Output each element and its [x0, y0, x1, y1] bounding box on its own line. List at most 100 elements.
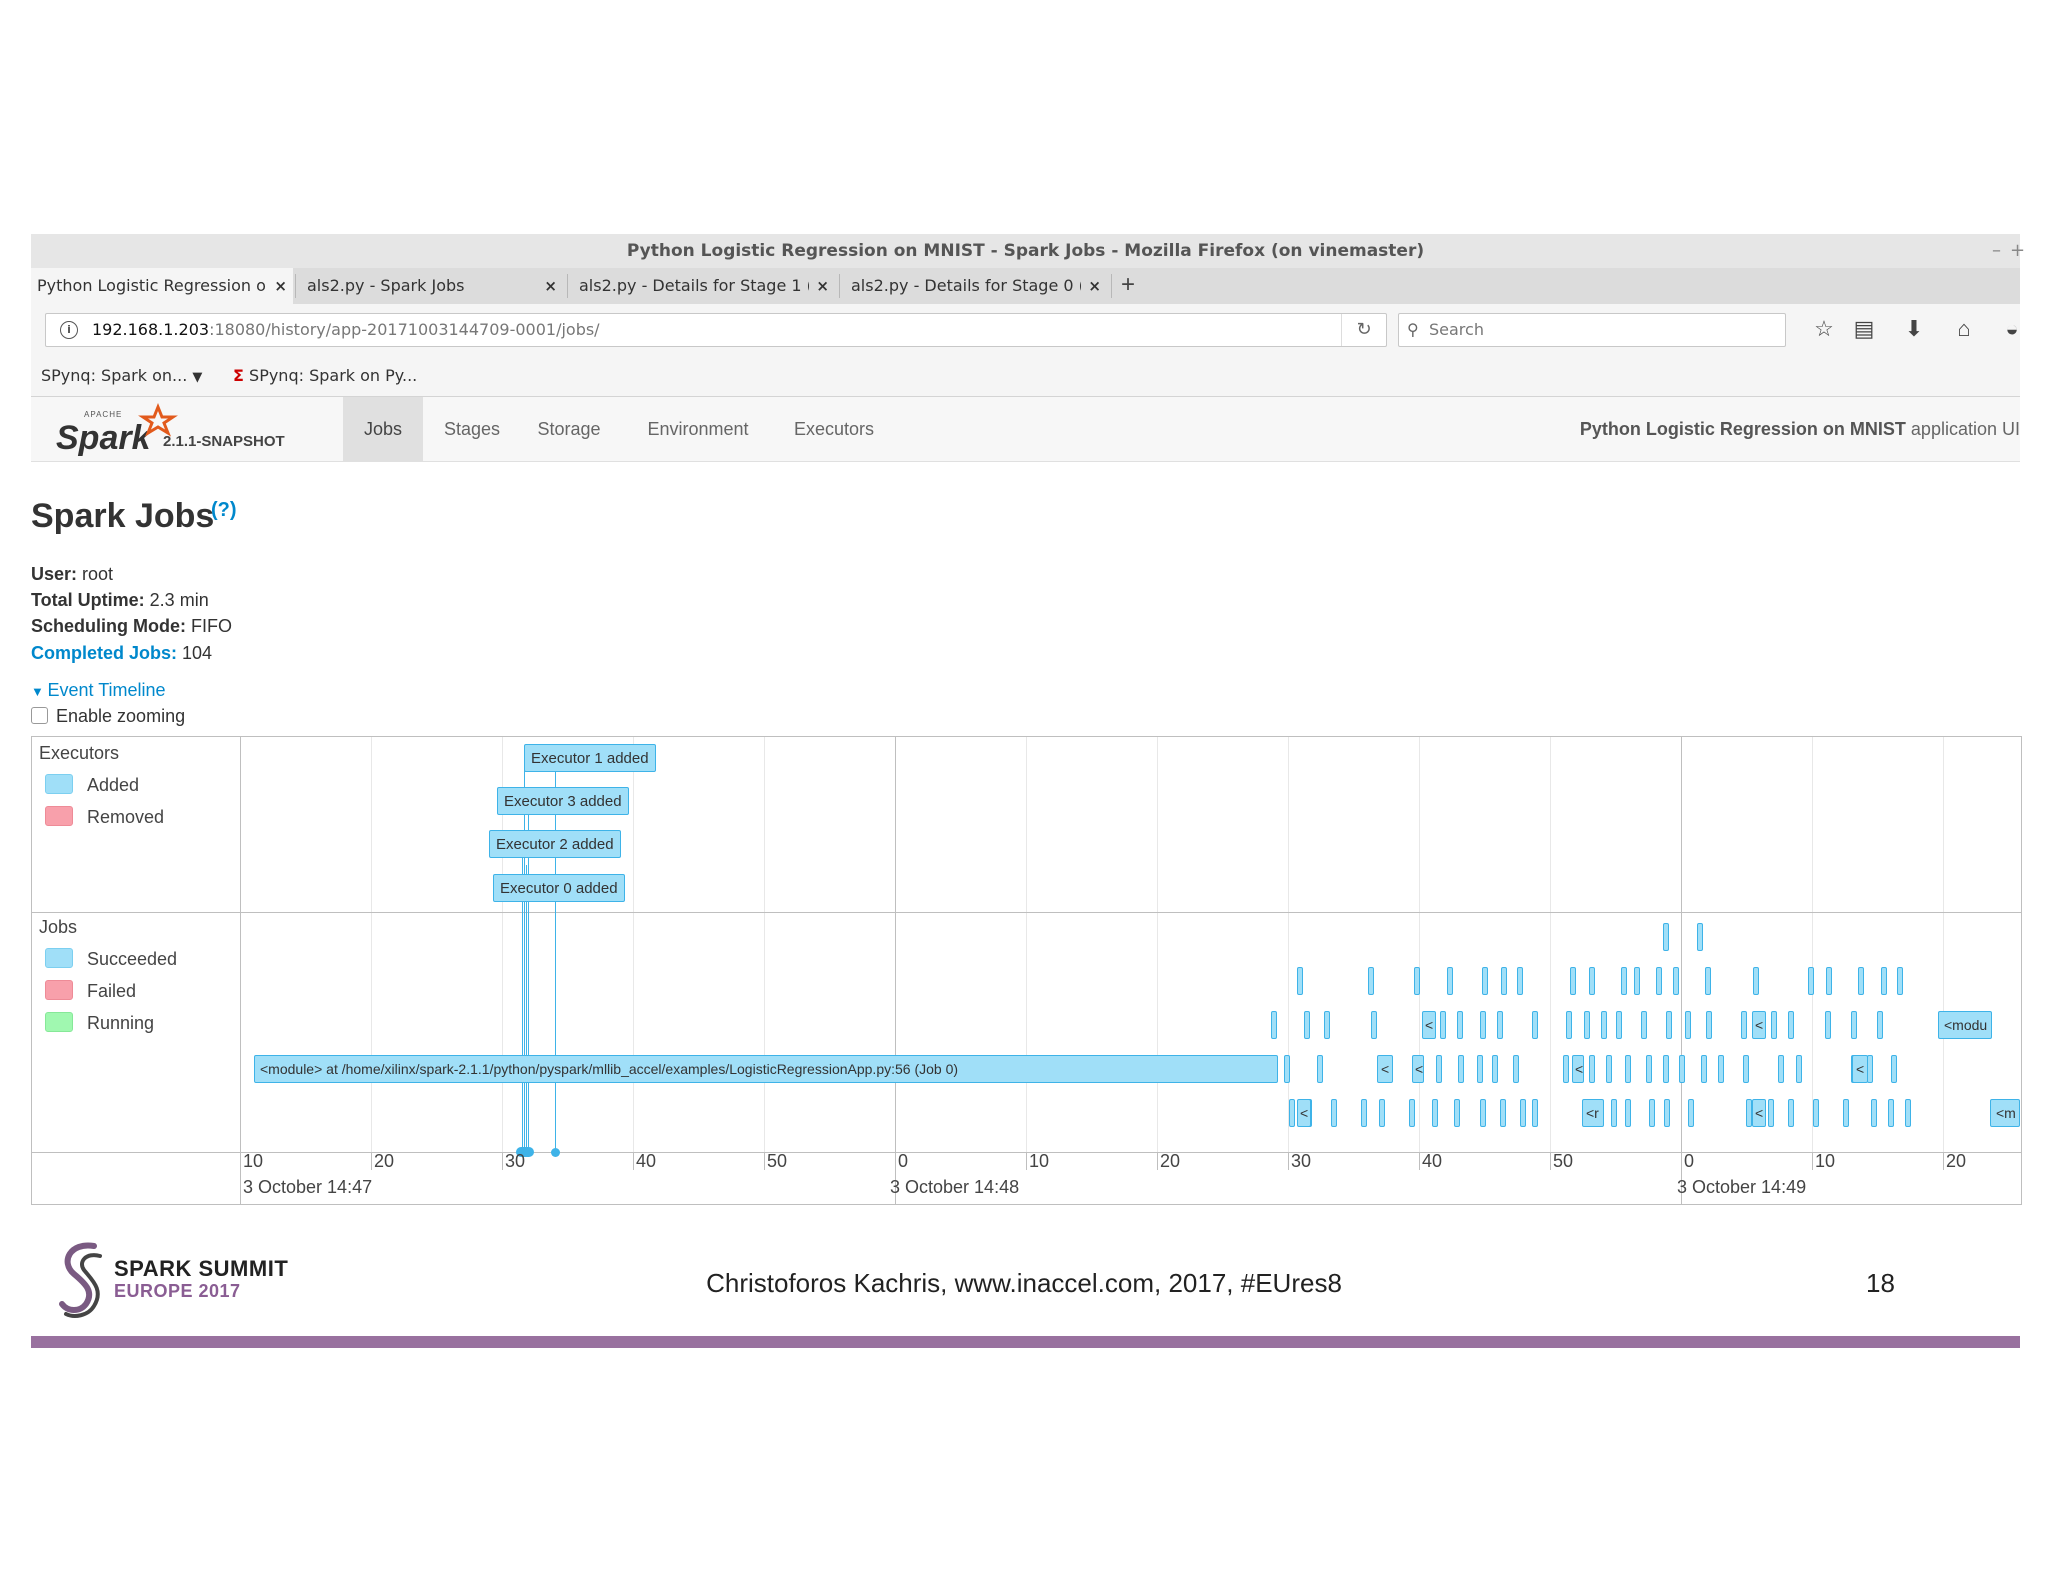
job-bar[interactable]: [1688, 1099, 1694, 1127]
close-icon[interactable]: ×: [1088, 277, 1101, 295]
job-bar[interactable]: [1566, 1011, 1572, 1039]
tab-als2-stage-0[interactable]: als2.py - Details for Stage 0 (Attempt 0…: [845, 268, 1107, 304]
spark-logo[interactable]: APACHE Spark: [56, 401, 186, 457]
nav-storage[interactable]: Storage: [537, 419, 601, 439]
job-bar-truncated[interactable]: <: [1297, 1099, 1311, 1127]
job-bar[interactable]: [1611, 1099, 1617, 1127]
job-bar-truncated[interactable]: <: [1412, 1055, 1424, 1083]
job-bar[interactable]: [1361, 1099, 1367, 1127]
job-0-bar[interactable]: <module> at /home/xilinx/spark-2.1.1/pyt…: [254, 1055, 1278, 1083]
bookmark-spynq-page[interactable]: Σ SPynq: Spark on Py...: [233, 366, 418, 385]
tab-als2-spark-jobs[interactable]: als2.py - Spark Jobs ×: [301, 268, 563, 304]
job-bar[interactable]: [1625, 1099, 1631, 1127]
job-bar[interactable]: [1621, 967, 1627, 995]
job-bar[interactable]: [1679, 1055, 1685, 1083]
job-bar[interactable]: [1634, 967, 1640, 995]
job-bar[interactable]: [1458, 1055, 1464, 1083]
nav-stages[interactable]: Stages: [443, 419, 501, 439]
new-tab-button[interactable]: +: [1121, 271, 1136, 298]
job-bar[interactable]: [1331, 1099, 1337, 1127]
minimize-button[interactable]: –: [1992, 240, 2001, 261]
job-bar[interactable]: [1843, 1099, 1849, 1127]
job-bar[interactable]: [1768, 1099, 1774, 1127]
job-bar[interactable]: [1685, 1011, 1691, 1039]
job-bar[interactable]: [1778, 1055, 1784, 1083]
job-bar-truncated[interactable]: <: [1377, 1055, 1393, 1083]
job-bar[interactable]: [1447, 967, 1453, 995]
job-bar[interactable]: [1379, 1099, 1385, 1127]
nav-jobs[interactable]: Jobs: [343, 397, 423, 461]
job-bar[interactable]: [1492, 1055, 1498, 1083]
job-bar[interactable]: [1271, 1011, 1277, 1039]
home-icon[interactable]: ⌂: [1957, 316, 1971, 341]
job-bar[interactable]: [1881, 967, 1887, 995]
job-bar-truncated[interactable]: <r: [1582, 1099, 1604, 1127]
job-bar[interactable]: [1796, 1055, 1802, 1083]
job-bar[interactable]: [1500, 1099, 1506, 1127]
download-icon[interactable]: ⬇: [1904, 316, 1924, 341]
close-icon[interactable]: ×: [544, 277, 557, 295]
job-bar[interactable]: [1480, 1011, 1486, 1039]
job-bar[interactable]: [1813, 1099, 1819, 1127]
job-bar-truncated[interactable]: <: [1752, 1011, 1766, 1039]
job-bar[interactable]: [1368, 967, 1374, 995]
job-bar[interactable]: [1414, 967, 1420, 995]
job-bar[interactable]: [1825, 1011, 1831, 1039]
job-bar[interactable]: [1477, 1055, 1483, 1083]
job-bar[interactable]: [1788, 1011, 1794, 1039]
job-bar[interactable]: [1454, 1099, 1460, 1127]
enable-zooming-checkbox[interactable]: Enable zooming: [31, 706, 185, 727]
job-bar-truncated[interactable]: <modu: [1938, 1011, 1992, 1039]
nav-executors[interactable]: Executors: [793, 419, 875, 439]
job-bar[interactable]: [1432, 1099, 1438, 1127]
job-bar[interactable]: [1589, 967, 1595, 995]
completed-jobs-link[interactable]: Completed Jobs:: [31, 643, 178, 663]
job-bar[interactable]: [1746, 1099, 1752, 1127]
job-bar[interactable]: [1289, 1099, 1295, 1127]
executor-1-added[interactable]: Executor 1 added: [524, 744, 656, 772]
job-bar[interactable]: [1457, 1011, 1463, 1039]
job-bar[interactable]: [1304, 1011, 1310, 1039]
event-timeline-toggle[interactable]: ▼ Event Timeline: [31, 680, 166, 700]
search-input[interactable]: ⚲ Search: [1398, 313, 1786, 347]
job-bar[interactable]: [1646, 1055, 1652, 1083]
job-bar[interactable]: [1517, 967, 1523, 995]
reading-list-icon[interactable]: ▤: [1853, 316, 1875, 341]
job-bar[interactable]: [1563, 1055, 1569, 1083]
job-bar[interactable]: [1656, 967, 1662, 995]
tab-als2-stage-1[interactable]: als2.py - Details for Stage 1 (Attempt 0…: [573, 268, 835, 304]
job-bar[interactable]: [1616, 1011, 1622, 1039]
job-bar[interactable]: [1771, 1011, 1777, 1039]
job-bar[interactable]: [1532, 1011, 1538, 1039]
job-bar[interactable]: [1317, 1055, 1323, 1083]
job-bar[interactable]: [1663, 1055, 1669, 1083]
reload-icon[interactable]: ↻: [1341, 314, 1386, 346]
job-bar[interactable]: [1436, 1055, 1442, 1083]
job-bar[interactable]: [1788, 1099, 1794, 1127]
job-bar[interactable]: [1888, 1099, 1894, 1127]
job-bar[interactable]: [1625, 1055, 1631, 1083]
pocket-icon[interactable]: ◒: [2005, 316, 2019, 341]
job-bar[interactable]: [1480, 1099, 1486, 1127]
job-bar[interactable]: [1743, 1055, 1749, 1083]
close-icon[interactable]: ×: [816, 277, 829, 295]
job-bar[interactable]: [1324, 1011, 1330, 1039]
help-link[interactable]: (?): [211, 499, 237, 521]
job-bar-truncated[interactable]: <m: [1990, 1099, 2020, 1127]
address-bar[interactable]: i 192.168.1.203:18080/history/app-201710…: [45, 313, 1387, 347]
job-bar[interactable]: [1497, 1011, 1503, 1039]
close-icon[interactable]: ×: [274, 277, 287, 295]
job-bar[interactable]: [1641, 1011, 1647, 1039]
info-icon[interactable]: i: [60, 321, 78, 339]
job-bar[interactable]: [1741, 1011, 1747, 1039]
executor-0-added[interactable]: Executor 0 added: [493, 874, 625, 902]
executor-3-added[interactable]: Executor 3 added: [497, 787, 629, 815]
job-bar[interactable]: [1589, 1055, 1595, 1083]
job-bar-truncated[interactable]: <: [1752, 1099, 1766, 1127]
job-bar[interactable]: [1897, 967, 1903, 995]
nav-environment[interactable]: Environment: [647, 419, 749, 439]
job-bar[interactable]: [1826, 967, 1832, 995]
job-bar[interactable]: [1606, 1055, 1612, 1083]
job-bar[interactable]: [1284, 1055, 1290, 1083]
job-bar[interactable]: [1673, 967, 1679, 995]
